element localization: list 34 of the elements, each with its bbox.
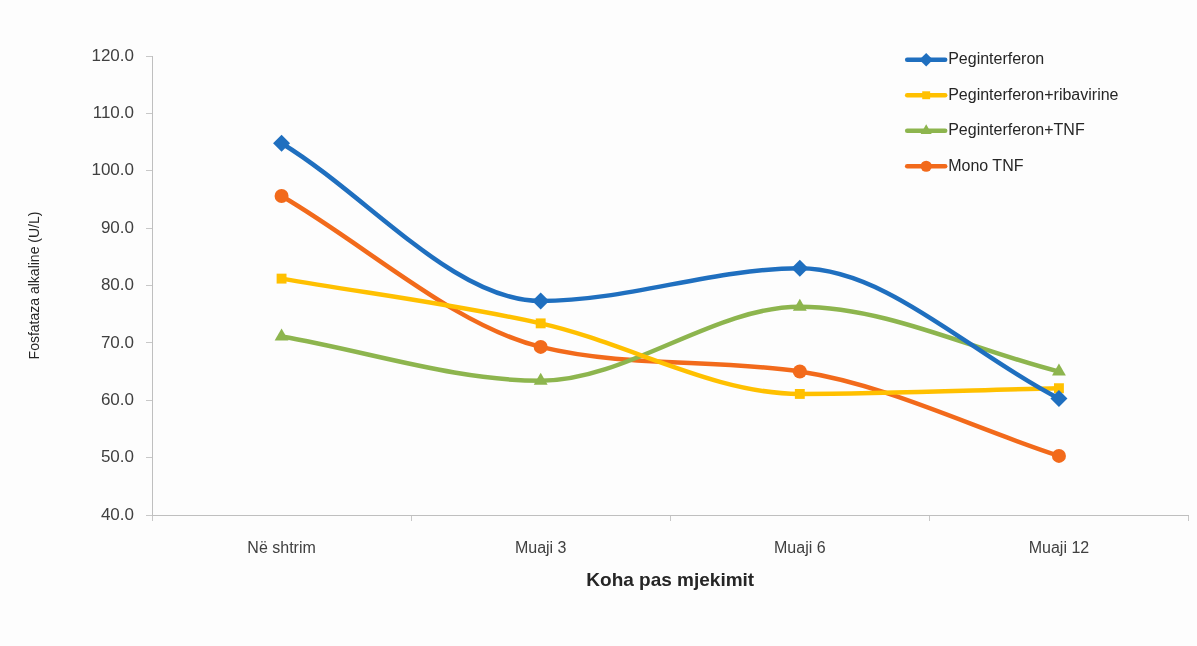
point [792, 364, 807, 379]
point [276, 273, 287, 284]
x-axis-title: Koha pas mjekimit [586, 568, 755, 590]
point [1050, 390, 1068, 408]
point [533, 372, 548, 385]
point [273, 134, 291, 152]
y-tick-label: 40.0 [100, 504, 134, 524]
point [533, 339, 548, 354]
point [1053, 383, 1064, 394]
x-tick-label: Muaji 12 [1028, 539, 1090, 557]
y-tick-label: 80.0 [100, 275, 134, 295]
y-tick-label: 60.0 [100, 389, 134, 409]
y-tick-label: 70.0 [100, 332, 134, 352]
y-axis-title: Fosfataza alkaline (U/L) [26, 211, 43, 360]
y-tick-label: 120.0 [91, 45, 134, 65]
point [535, 318, 546, 329]
point [274, 328, 289, 341]
y-tick-label: 110.0 [92, 103, 134, 123]
legend-label: Peginterferon [948, 50, 1045, 68]
point [794, 388, 805, 399]
y-tick-label: 50.0 [100, 447, 134, 467]
point [1051, 448, 1066, 463]
point [791, 259, 809, 277]
legend-label: Peginterferon+ribavirine [948, 85, 1119, 103]
x-tick-label: Në shtrim [247, 539, 316, 557]
x-tick-label: Muaji 6 [774, 539, 826, 557]
legend-label: Peginterferon+TNF [948, 121, 1085, 139]
point [274, 189, 289, 203]
point [792, 298, 807, 311]
point [1052, 363, 1066, 376]
y-tick-label: 100.0 [91, 160, 134, 180]
x-tick-label: Muaji 3 [514, 539, 567, 557]
y-tick-label: 90.0 [100, 217, 134, 237]
legend-label: Mono TNF [948, 156, 1024, 174]
